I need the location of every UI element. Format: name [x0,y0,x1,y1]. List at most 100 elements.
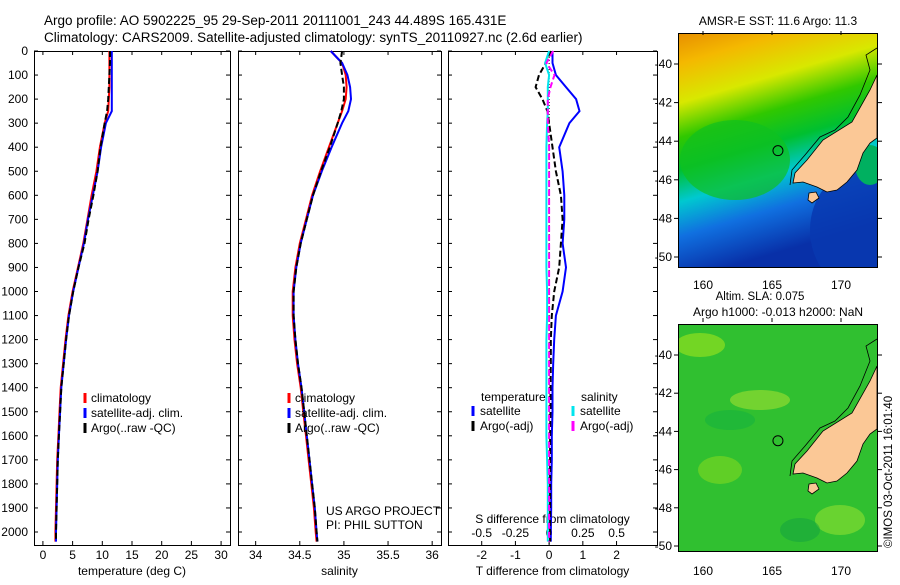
title-line-2: Climatology: CARS2009. Satellite-adjuste… [44,30,583,45]
x-tick-label: 10 [96,548,110,562]
y-tick-label: 400 [8,140,28,154]
y-tick-label: 600 [8,188,28,202]
series-line-s-argo-adj- [545,50,556,542]
x-tick-label: 0 [546,548,553,562]
series-line-t-argo-adj- [534,50,564,542]
bathymetry-contour [789,47,877,186]
sla-map-title-1: Altim. SLA: 0.075 [716,291,805,303]
sst-map-title: AMSR-E SST: 11.6 Argo: 11.3 [699,14,858,28]
series-line-climatology [291,50,348,542]
series-line-climatology [54,51,111,542]
legend-label: climatology [295,391,355,405]
x-tick-label: 2 [613,548,620,562]
map-y-tick-label: -50 [655,539,673,553]
imos-credit: ©IMOS 03-Oct-2011 16:01:40 [883,396,895,548]
title-line-1: Argo profile: AO 5902225_95 29-Sep-2011 … [44,13,506,28]
bathymetry-contour [789,338,877,477]
y-tick-label: 0 [21,44,28,58]
x-tick-label: 35.5 [376,548,400,562]
y-tick-label: 900 [8,260,28,274]
sla-blob [780,518,820,542]
plot-frame [34,51,231,546]
x-tick-label: 15 [125,548,139,562]
y-tick-label: 1700 [1,453,28,467]
x-axis-label: temperature (deg C) [78,564,186,578]
legend-label: Argo(-adj) [580,419,633,433]
y-tick-label: 1500 [1,405,28,419]
map-y-tick-label: -50 [655,250,673,264]
map-y-tick-label: -48 [655,501,673,515]
annotation-text: PI: PHIL SUTTON [326,518,423,532]
map-x-tick-label: 160 [693,564,713,578]
y-tick-label: 800 [8,236,28,250]
panel-salinity: 34 34.5 35 35.5 36 salinity climatologysatelli… [238,50,442,578]
sst-east-cold [810,170,877,267]
land-stewart-island [807,482,820,495]
y-tick-label: 2000 [1,525,28,539]
y-tick-label: 1100 [2,309,28,323]
legend-label: satellite-adj. clim. [295,406,387,420]
land-south-island [792,365,877,484]
x-tick-label: 30 [214,548,228,562]
sla-blob [730,390,790,410]
legend-label: satellite [480,404,521,418]
map-y-tick-label: -42 [655,96,673,110]
map-y-tick-label: -48 [655,211,673,225]
map-y-tick-label: -46 [655,173,673,187]
map-y-tick-label: -42 [655,386,673,400]
series-line-satellite-adj-clim- [292,50,353,542]
sla-blob [698,456,742,484]
series-line-s-satellite [544,50,551,542]
sla-map-frame [678,324,878,552]
map-x-tick-label: 160 [693,278,713,292]
x-tick-label: 20 [155,548,169,562]
y-tick-label: 700 [8,212,28,226]
x-axis-label: T difference from climatology [476,564,630,578]
y-tick-label: 1400 [1,381,28,395]
legend-label: Argo(-adj) [480,419,533,433]
series-line-t-satellite [549,51,581,542]
x-tick-label: 36 [425,548,439,562]
y-tick-label: 1300 [1,357,28,371]
annotation-text: US ARGO PROJECT [326,504,441,518]
map-x-tick-label: 165 [762,564,782,578]
float-location-marker [772,435,784,447]
y-tick-label: 1000 [1,285,28,299]
y-tick-label: 1800 [1,477,28,491]
map-y-tick-label: -40 [655,57,673,71]
panel-temperature: 0 100 200 300 400 500 600 700 800 900 1000 1100 1200… [1,44,231,578]
map-x-tick-label: 170 [831,278,851,292]
series-line-argo-raw-qc- [292,50,345,542]
x-tick-label: 35 [337,548,351,562]
legend-label: climatology [91,391,151,405]
panel-difference: -2 -1 0 1 2 T difference from climatology -0.5… [448,50,658,578]
y-tick-label: 1200 [1,333,28,347]
y-tick-label: 1600 [1,429,28,443]
y-tick-label: 100 [8,68,28,82]
x-tick-label: 34.5 [288,548,312,562]
x-tick-label: -1 [510,548,521,562]
y-tick-label: 200 [8,92,28,106]
x2-axis-label: S difference from climatology [475,512,630,526]
map-x-tick-label: 165 [762,278,782,292]
x2-tick-label: -0.25 [502,526,530,540]
x2-tick-label: -0.5 [471,526,492,540]
y-tick-label: 500 [8,164,28,178]
x2-tick-label: 0.25 [571,526,595,540]
map-y-tick-label: -44 [655,424,673,438]
float-location-marker [772,145,784,157]
x-tick-label: 5 [69,548,76,562]
sst-map-frame [678,33,878,268]
y-tick-label: 300 [8,116,28,130]
legend-label: Argo(..raw -QC) [295,421,380,435]
x-tick-label: 25 [185,548,199,562]
sla-blob [705,410,755,430]
sla-blob [815,505,865,535]
x-axis-label: salinity [321,564,358,578]
x2-tick-label: 0.5 [608,526,625,540]
plot-frame [238,51,442,546]
sla-map-title-2: Argo h1000: -0.013 h2000: NaN [693,305,863,319]
legend-label: satellite [580,404,621,418]
sla-map: Altim. SLA: 0.075 Argo h1000: -0.013 h20… [655,291,882,578]
